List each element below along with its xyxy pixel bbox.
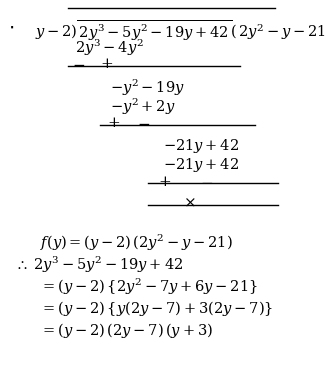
Text: $-$: $-$ [200, 174, 213, 189]
Text: $=(y-2)\,\{2y^2-7y+6y-21\}$: $=(y-2)\,\{2y^2-7y+6y-21\}$ [40, 277, 258, 297]
Text: $+$: $+$ [100, 56, 113, 71]
Text: $=(y-2)\,(2y-7)\,(y+3)$: $=(y-2)\,(2y-7)\,(y+3)$ [40, 321, 213, 340]
Text: $f(y)=(y-2)\,(2y^2-y-21)$: $f(y)=(y-2)\,(2y^2-y-21)$ [40, 233, 233, 253]
Text: $+$: $+$ [158, 174, 171, 189]
Text: $-$: $-$ [137, 115, 150, 130]
Text: $+$: $+$ [107, 115, 120, 130]
Text: $-y^2+2y$: $-y^2+2y$ [110, 97, 176, 117]
Text: $y-2)\overline{\,2y^3-5y^2-19y+42\,}(\,2y^2-y-21$: $y-2)\overline{\,2y^3-5y^2-19y+42\,}(\,2… [35, 18, 326, 43]
Text: $\times$: $\times$ [183, 195, 196, 210]
Text: $-y^2-19y$: $-y^2-19y$ [110, 78, 185, 98]
Text: $\therefore\; 2y^3-5y^2-19y+42$: $\therefore\; 2y^3-5y^2-19y+42$ [15, 255, 183, 275]
Text: $2y^3-4y^2$: $2y^3-4y^2$ [75, 38, 144, 58]
Text: $\cdot$: $\cdot$ [8, 18, 14, 37]
Text: $=(y-2)\,\{y(2y-7)+3(2y-7)\}$: $=(y-2)\,\{y(2y-7)+3(2y-7)\}$ [40, 299, 273, 318]
Text: $-21y+42$: $-21y+42$ [163, 156, 239, 174]
Text: $-21y+42$: $-21y+42$ [163, 137, 239, 155]
Text: $-$: $-$ [72, 56, 85, 71]
